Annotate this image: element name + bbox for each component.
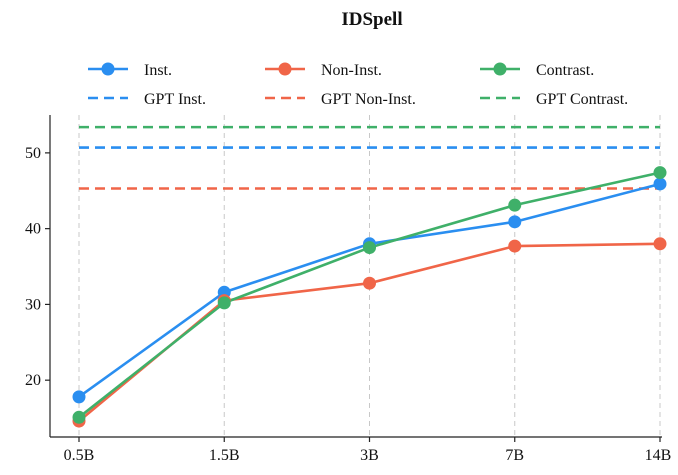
chart-legend: Inst. Non-Inst. Contrast. GPT Inst. GPT Non-…	[88, 62, 628, 108]
data-point	[653, 237, 667, 251]
data-point	[363, 241, 376, 255]
legend-marker	[101, 62, 115, 76]
x-tick-label: 0.5B	[64, 447, 95, 464]
legend-marker	[278, 62, 292, 76]
x-tick-label: 14B	[645, 447, 672, 464]
legend-label: GPT Inst.	[144, 91, 206, 108]
y-tick-label: 30	[25, 296, 41, 313]
data-point	[72, 390, 86, 404]
reference-lines	[79, 125, 660, 190]
data-point	[508, 215, 522, 229]
data-point	[508, 198, 522, 212]
x-tick-label: 7B	[505, 447, 524, 464]
chart-title: IDSpell	[341, 9, 402, 30]
data-point	[363, 276, 376, 290]
axes: 20 30 40 50 0.5B 1.5B 3B 7B 14B	[25, 115, 671, 464]
x-tick-label: 3B	[360, 447, 379, 464]
legend-label: Non-Inst.	[321, 62, 382, 79]
y-tick-label: 20	[25, 372, 41, 389]
data-point	[508, 239, 522, 253]
legend-label: Contrast.	[536, 62, 594, 79]
data-series	[72, 166, 667, 428]
data-point	[217, 296, 231, 310]
legend-marker	[493, 62, 507, 76]
y-tick-label: 50	[25, 145, 41, 162]
grid-lines	[78, 115, 661, 437]
legend-label: GPT Non-Inst.	[321, 91, 416, 108]
data-point	[653, 166, 667, 180]
x-tick-label: 1.5B	[209, 447, 240, 464]
legend-label: Inst.	[144, 62, 172, 79]
y-tick-label: 40	[25, 221, 41, 238]
data-point	[653, 177, 667, 191]
data-point	[72, 410, 86, 424]
legend-label: GPT Contrast.	[536, 91, 628, 108]
